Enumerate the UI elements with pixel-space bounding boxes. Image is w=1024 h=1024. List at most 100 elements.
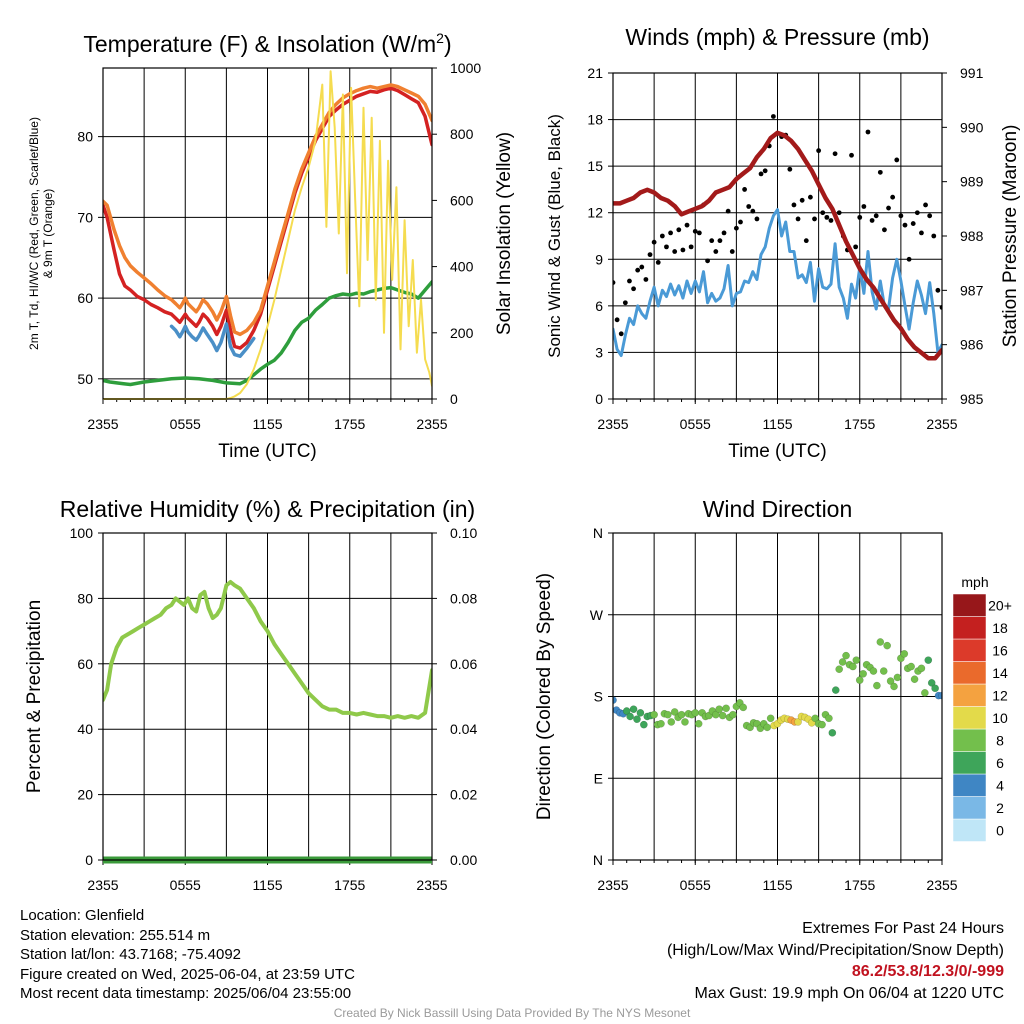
wind-direction-point: [849, 662, 857, 671]
gust-point: [902, 222, 908, 228]
gust-point: [877, 169, 883, 175]
chart-title: Wind Direction: [703, 496, 853, 522]
gust-point: [659, 233, 665, 239]
gust-point: [853, 244, 859, 250]
wind-direction-point: [876, 638, 885, 646]
gust-point: [627, 278, 632, 284]
wind-direction-point: [691, 709, 700, 717]
wind-direction-point: [718, 711, 727, 720]
gust-point: [849, 152, 854, 158]
wind-direction-point: [825, 714, 833, 723]
y-tick-label-right: 0.00: [450, 852, 477, 868]
gust-point: [882, 227, 887, 233]
x-tick-label: 2355: [926, 416, 957, 432]
gust-point: [919, 230, 924, 236]
x-tick-label: 1155: [252, 416, 282, 432]
y-tick-label-right: 986: [960, 337, 984, 353]
gust-point: [676, 227, 682, 233]
y-axis-label-right: Solar Insolation (Yellow): [494, 132, 515, 335]
x-tick-label: 0555: [680, 416, 711, 432]
gust-point: [795, 216, 801, 222]
gust-point: [931, 233, 937, 239]
colorbar-swatch: [952, 751, 987, 775]
y-tick-label-right: 0.08: [450, 590, 477, 606]
x-tick-label: 0555: [680, 877, 711, 893]
x-tick-label: 1755: [334, 416, 365, 432]
colorbar-swatch: [952, 683, 987, 707]
extremes-values: 86.2/53.8/12.3/0/-999: [851, 963, 1004, 980]
colorbar-label: 2: [996, 800, 1004, 816]
wind-direction-point: [715, 705, 724, 714]
y-tick-label-right: 991: [960, 65, 984, 81]
wind-direction-point: [917, 664, 926, 673]
gust-point: [857, 214, 863, 220]
max-gust-text: Max Gust: 19.9 mph On 06/04 at 1220 UTC: [694, 984, 1005, 1002]
colorbar-label: 16: [992, 642, 1008, 658]
y-tick-label-right: 800: [450, 126, 474, 142]
chart-title: Temperature (F) & Insolation (W/m2): [83, 30, 451, 57]
colorbar-swatch: [952, 796, 987, 820]
gust-point: [824, 214, 830, 220]
gust-point: [861, 204, 867, 209]
grid: [613, 533, 942, 860]
colorbar-label: 8: [996, 732, 1004, 748]
gust-point: [910, 221, 916, 226]
wind-direction-point: [629, 705, 638, 714]
wind-direction-point: [663, 710, 672, 719]
y-tick-label: 3: [595, 344, 603, 360]
gust-point: [791, 202, 797, 208]
gust-point: [729, 249, 735, 254]
gust-point: [705, 258, 710, 264]
x-tick-label: 2355: [597, 416, 628, 432]
gust-point: [898, 213, 904, 219]
colorbar-swatch: [952, 706, 987, 730]
colorbar-label: 20+: [988, 597, 1012, 613]
y-axis-label-left: 2m T, Td, HI/WC (Red, Green, Scarlet/Blu…: [27, 117, 55, 350]
y-tick-label-right: 0.06: [450, 656, 477, 672]
wind-direction-point: [677, 710, 686, 719]
wind-direction-point: [938, 691, 942, 700]
x-tick-label: 1155: [252, 877, 282, 893]
wind-direction-point: [890, 682, 898, 691]
gust-point: [935, 287, 941, 293]
wind-direction-point: [811, 714, 820, 723]
y-tick-label: 18: [587, 112, 603, 128]
gust-point: [820, 210, 826, 216]
wind-direction-point: [667, 718, 676, 726]
gust-point: [688, 244, 694, 250]
gust-point: [680, 247, 686, 253]
gust-point: [812, 216, 817, 222]
colorbar-label: 18: [992, 620, 1008, 636]
colorbar-label: 6: [996, 755, 1004, 771]
location-text: Location: Glenfield: [20, 907, 145, 924]
extremes-subtitle: (High/Low/Max Wind/Precipitation/Snow De…: [666, 941, 1004, 959]
wind-direction-point: [650, 710, 658, 719]
gust-point: [787, 166, 793, 172]
station-info: Location: Glenfield Station elevation: 2…: [20, 906, 355, 1004]
wind-direction-point: [729, 710, 737, 719]
gust-point: [721, 230, 727, 236]
y-tick-label: S: [594, 689, 603, 705]
gust-point: [738, 219, 743, 225]
windchill-line: [169, 322, 256, 358]
x-tick-label: 1755: [844, 416, 875, 432]
colorbar-swatch: [952, 818, 987, 842]
y-tick-label-right: 400: [450, 259, 474, 275]
y-tick-label: 100: [70, 525, 94, 541]
wind-direction-point: [852, 656, 861, 665]
y-axis-label-left: Percent & Precipitation: [24, 600, 45, 793]
gust-point: [664, 244, 669, 250]
wind-direction-point: [657, 719, 665, 728]
x-axis-label: Time (UTC): [218, 441, 317, 462]
wind-direction-point: [893, 673, 902, 682]
colorbar-swatch: [952, 728, 987, 752]
wind-direction-point: [835, 665, 844, 674]
wind-direction-point: [636, 709, 645, 717]
y-axis-label-left: Direction (Colored By Speed): [534, 573, 555, 820]
gust-point: [816, 148, 822, 154]
y-tick-label: 80: [77, 590, 93, 606]
wind-direction-point: [921, 689, 929, 697]
wind-direction-point: [639, 720, 648, 729]
gust-point: [692, 228, 698, 234]
wind-direction-point: [873, 681, 881, 690]
